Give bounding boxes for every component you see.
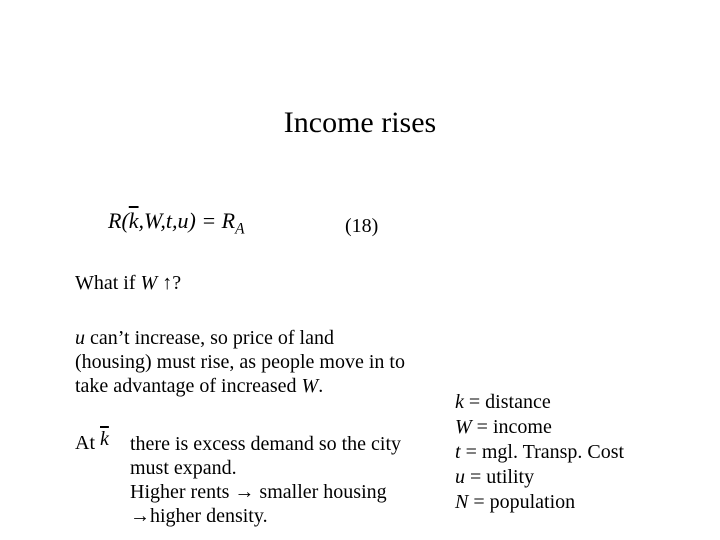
paragraph-1: u can’t increase, so price of land (hous… xyxy=(75,326,415,398)
what-if-prefix: What if xyxy=(75,272,141,294)
legend-row-k: k = distance xyxy=(455,390,624,415)
para2-line2a: Higher rents xyxy=(130,481,234,503)
legend-var-N: N xyxy=(455,491,468,513)
legend-def-t: = mgl. Transp. Cost xyxy=(461,441,625,463)
legend-row-W: W = income xyxy=(455,415,624,440)
equation-number: (18) xyxy=(345,215,378,238)
para1-text1: can’t increase, so price of land (housin… xyxy=(75,327,405,397)
legend-var-W: W xyxy=(455,416,472,438)
what-if-line: What if W ↑? xyxy=(75,272,181,295)
legend-row-u: u = utility xyxy=(455,465,624,490)
kbar-symbol: k xyxy=(100,428,109,451)
var-W: W xyxy=(302,375,319,397)
para1-text2: . xyxy=(318,375,323,397)
eq-rhs-R: R xyxy=(222,208,235,233)
legend-def-N: = population xyxy=(468,491,575,513)
what-if-var-W: W xyxy=(141,272,158,294)
eq-equals: = xyxy=(196,208,222,233)
legend-row-t: t = mgl. Transp. Cost xyxy=(455,440,624,465)
slide: Income rises R(k,W,t,u) = RA (18) What i… xyxy=(0,0,720,540)
eq-rparen: ) xyxy=(188,208,195,233)
legend-row-N: N = population xyxy=(455,490,624,515)
eq-lparen: ( xyxy=(121,208,128,233)
legend: k = distance W = income t = mgl. Transp.… xyxy=(455,390,624,515)
eq-func: R xyxy=(108,208,121,233)
para2-line2b: smaller housing xyxy=(254,481,386,503)
legend-def-k: = distance xyxy=(464,391,551,413)
para2-line2c: higher density. xyxy=(150,505,268,527)
eq-arg-u: u xyxy=(177,208,188,233)
var-u: u xyxy=(75,327,85,349)
at-label: At xyxy=(75,432,95,455)
eq-arg-kbar: k xyxy=(129,208,139,234)
eq-arg-W: W xyxy=(144,208,160,233)
up-arrow-icon: ↑ xyxy=(162,272,172,294)
at-kbar: k xyxy=(100,428,109,451)
legend-def-W: = income xyxy=(472,416,552,438)
slide-title: Income rises xyxy=(0,106,720,140)
para2-line1: there is excess demand so the city must … xyxy=(130,433,401,479)
what-if-suffix: ? xyxy=(172,272,181,294)
legend-var-u: u xyxy=(455,466,465,488)
paragraph-2: there is excess demand so the city must … xyxy=(130,432,430,528)
right-arrow-icon-2: → xyxy=(130,505,150,527)
equation: R(k,W,t,u) = RA xyxy=(108,208,245,238)
legend-var-k: k xyxy=(455,391,464,413)
legend-def-u: = utility xyxy=(465,466,534,488)
eq-rhs-A: A xyxy=(235,220,244,237)
right-arrow-icon: → xyxy=(234,481,254,503)
